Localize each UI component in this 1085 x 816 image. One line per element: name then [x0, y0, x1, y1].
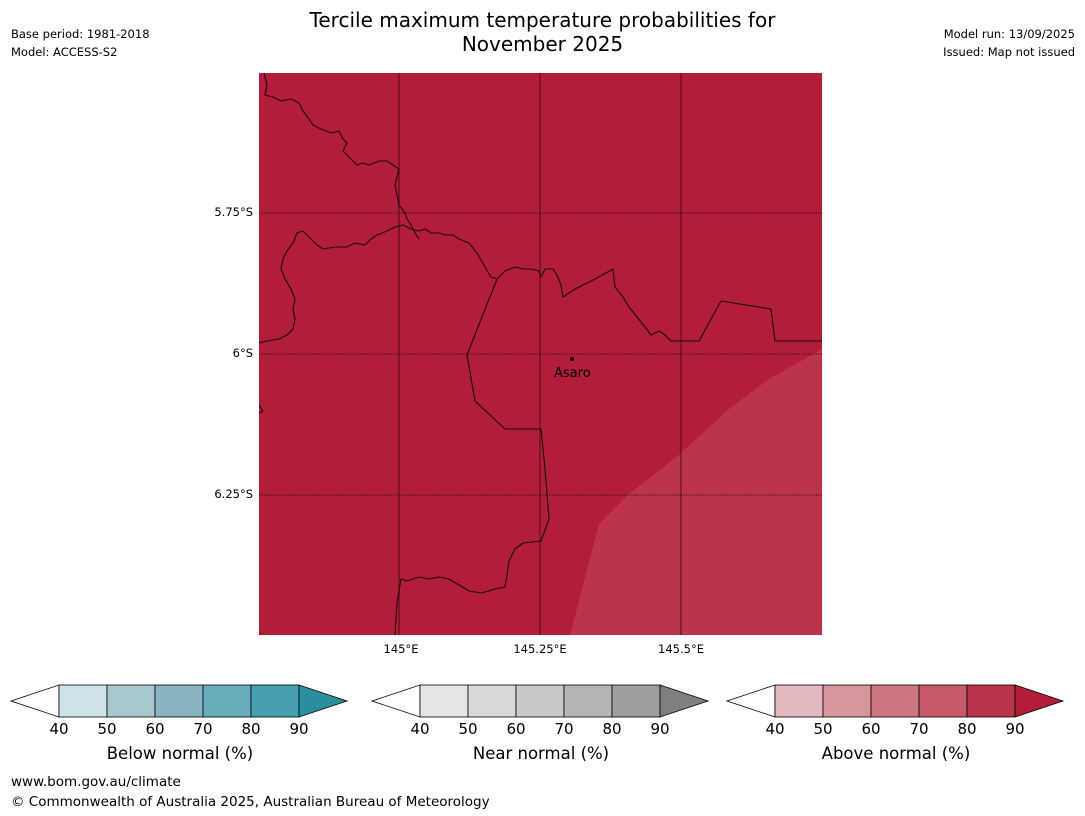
below-tick-50: 50 [97, 720, 117, 738]
colorbar-below-normal: 40 50 60 70 80 90 Below normal (%) [9, 684, 350, 766]
page-title: Tercile maximum temperature probabilitie… [200, 8, 885, 56]
near-tick-60: 60 [506, 720, 526, 738]
near-extend-low [370, 684, 421, 718]
colorbar-near-normal: 40 50 60 70 80 90 Near normal (%) [370, 684, 711, 766]
border-west-fragment [258, 404, 264, 414]
near-bin-5 [611, 684, 661, 718]
border-south [394, 278, 550, 636]
above-70-80-region [570, 349, 822, 635]
map-panel[interactable]: Asaro [258, 72, 822, 636]
near-tick-80: 80 [602, 720, 622, 738]
colorbar-near-normal-svg [370, 684, 710, 718]
header-right: Model run: 13/09/2025 Issued: Map not is… [943, 25, 1075, 61]
below-bin-5 [250, 684, 300, 718]
lat-label-5-75: 5.75°S [214, 205, 253, 219]
above-bin-1 [774, 684, 824, 718]
title-line-2: November 2025 [461, 32, 624, 56]
above-bin-3 [870, 684, 920, 718]
lat-label-6-25: 6.25°S [214, 487, 253, 501]
above-tick-40: 40 [765, 720, 785, 738]
base-period-text: Base period: 1981-2018 [11, 27, 150, 41]
below-bin-2 [106, 684, 156, 718]
above-tick-90: 90 [1005, 720, 1025, 738]
above-normal-label: Above normal (%) [821, 744, 971, 763]
above-tick-60: 60 [861, 720, 881, 738]
below-tick-60: 60 [145, 720, 165, 738]
near-tick-90: 90 [650, 720, 670, 738]
near-extend-high [659, 684, 710, 718]
near-normal-label: Near normal (%) [472, 744, 610, 763]
near-tick-70: 70 [554, 720, 574, 738]
map-svg: Asaro [258, 72, 822, 636]
below-normal-label: Below normal (%) [106, 744, 254, 763]
colorbar-above-normal: 40 50 60 70 80 90 Above normal (%) [725, 684, 1066, 766]
near-bin-1 [419, 684, 469, 718]
near-bin-2 [467, 684, 517, 718]
above-bin-2 [822, 684, 872, 718]
asaro-marker[interactable] [570, 357, 574, 361]
lat-label-6: 6°S [232, 346, 253, 360]
province-borders [258, 72, 822, 636]
below-tick-70: 70 [193, 720, 213, 738]
below-extend-high [298, 684, 349, 718]
below-tick-40: 40 [49, 720, 69, 738]
title-line-1: Tercile maximum temperature probabilitie… [309, 8, 776, 32]
below-bin-1 [58, 684, 108, 718]
model-text: Model: ACCESS-S2 [11, 45, 118, 59]
near-bin-4 [563, 684, 613, 718]
below-bin-3 [154, 684, 204, 718]
lon-label-145-5: 145.5°E [658, 642, 704, 656]
below-tick-80: 80 [241, 720, 261, 738]
border-north-east [496, 266, 822, 342]
lon-label-145-25: 145.25°E [513, 642, 567, 656]
border-west-central [258, 224, 498, 344]
above-tick-70: 70 [909, 720, 929, 738]
issued-text: Issued: Map not issued [943, 45, 1075, 59]
above-bin-4 [918, 684, 968, 718]
border-north-west [263, 72, 420, 240]
above-extend-low [725, 684, 776, 718]
footer-copyright: © Commonwealth of Australia 2025, Austra… [11, 794, 490, 810]
near-tick-40: 40 [410, 720, 430, 738]
colorbar-below-normal-svg [9, 684, 349, 718]
asaro-label: Asaro [554, 366, 591, 381]
header-left: Base period: 1981-2018 Model: ACCESS-S2 [11, 25, 150, 61]
lon-label-145: 145°E [383, 642, 419, 656]
above-tick-50: 50 [813, 720, 833, 738]
below-extend-low [9, 684, 60, 718]
footer-url: www.bom.gov.au/climate [11, 774, 181, 790]
below-tick-90: 90 [289, 720, 309, 738]
colorbar-above-normal-svg [725, 684, 1065, 718]
near-bin-3 [515, 684, 565, 718]
above-tick-80: 80 [957, 720, 977, 738]
below-bin-4 [202, 684, 252, 718]
above-bin-5 [966, 684, 1016, 718]
near-tick-50: 50 [458, 720, 478, 738]
model-run-text: Model run: 13/09/2025 [943, 27, 1075, 41]
above-extend-high [1014, 684, 1065, 718]
